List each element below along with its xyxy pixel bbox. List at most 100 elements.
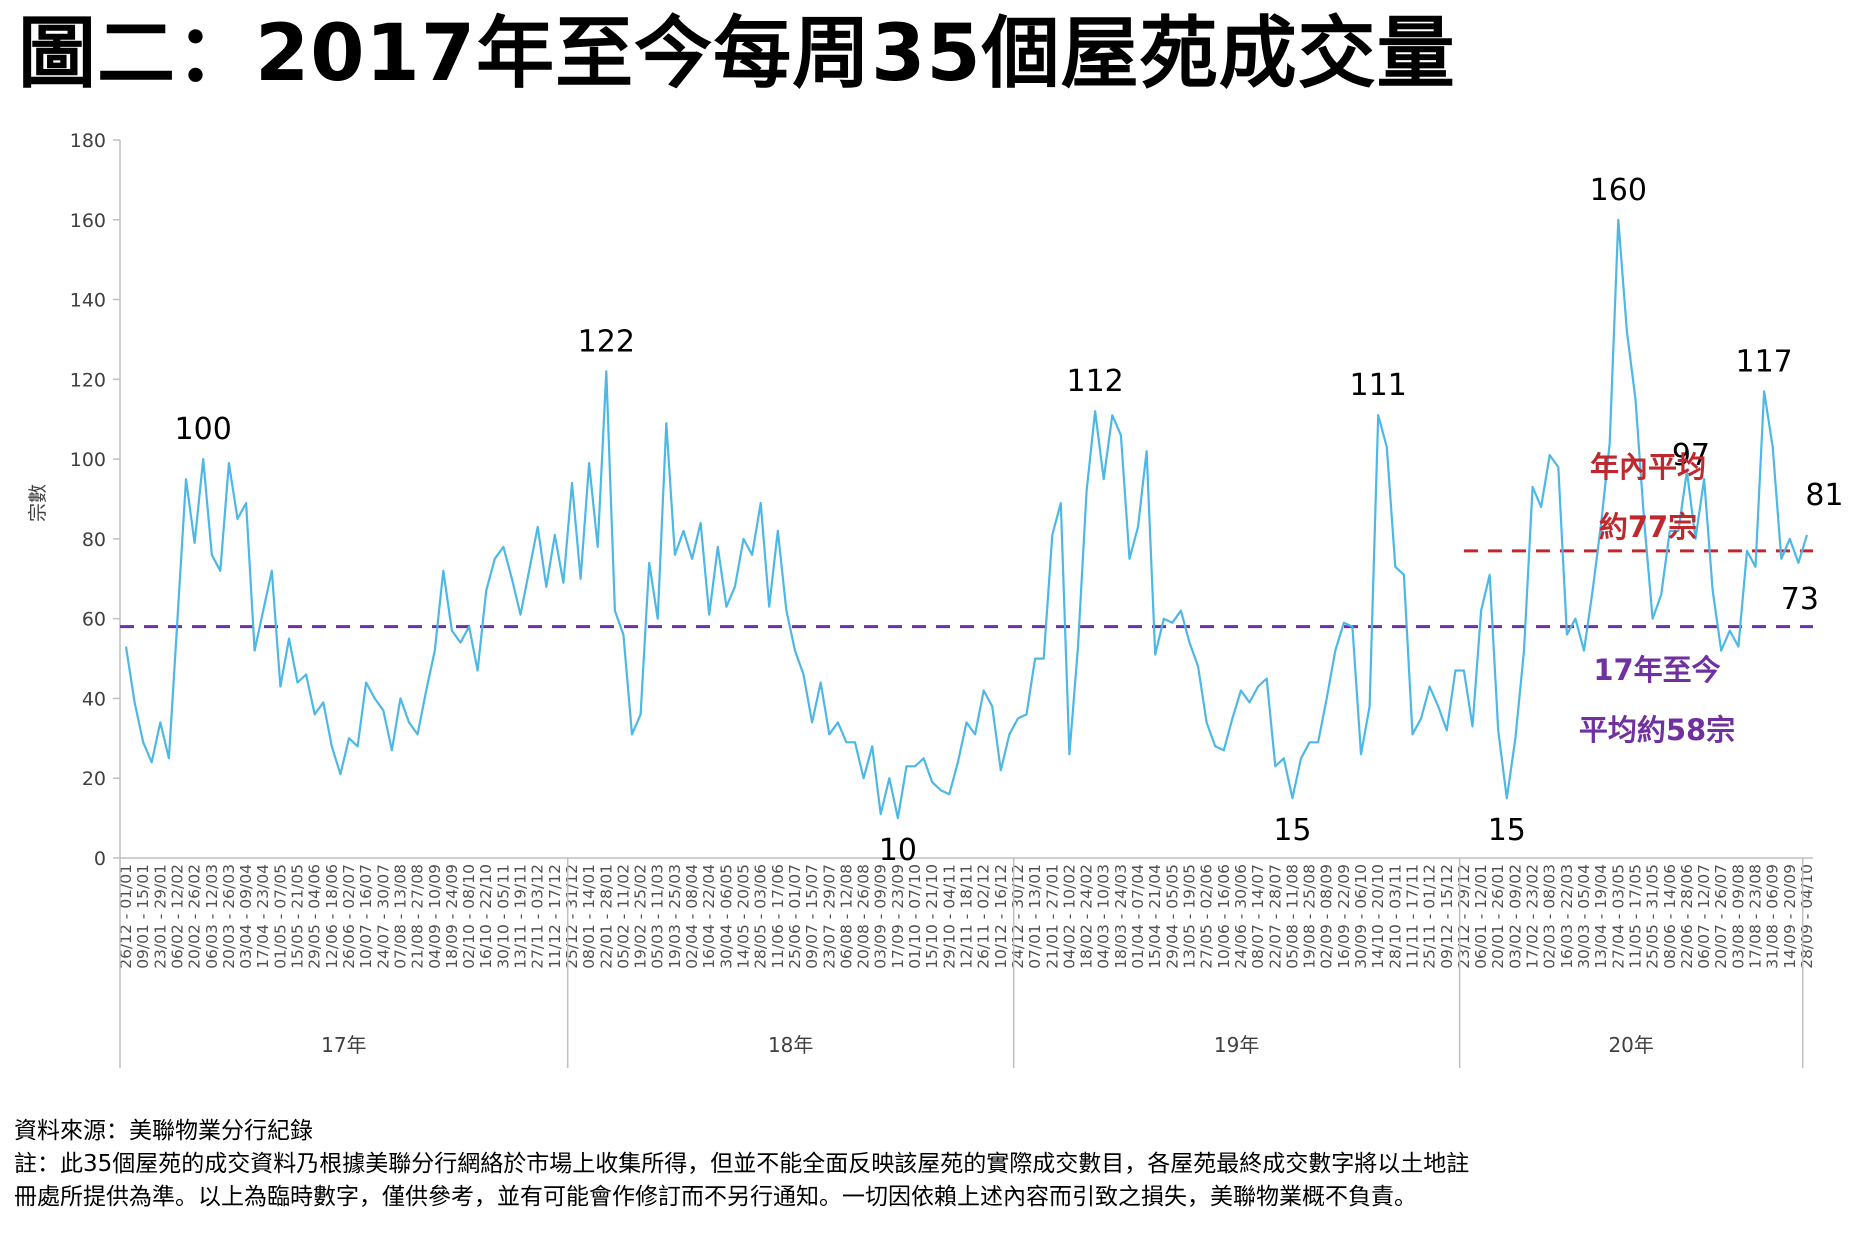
year-group-label: 19年 xyxy=(1214,1033,1259,1057)
x-tick-label: 01/04 - 07/04 xyxy=(1129,864,1147,969)
x-tick-label: 22/01 - 28/01 xyxy=(597,864,615,969)
x-tick-label: 28/05 - 03/06 xyxy=(752,864,770,969)
y-axis-label: 宗數 xyxy=(27,484,49,522)
x-tick-label: 20/02 - 26/02 xyxy=(186,864,204,969)
x-tick-label: 30/09 - 06/10 xyxy=(1352,864,1370,969)
x-tick-label: 20/03 - 26/03 xyxy=(220,864,238,969)
x-tick-label: 06/01 - 12/01 xyxy=(1472,864,1490,969)
y-tick-label: 0 xyxy=(94,848,106,870)
x-tick-label: 14/09 - 20/09 xyxy=(1781,864,1799,969)
x-tick-label: 30/04 - 06/05 xyxy=(717,864,735,969)
x-tick-label: 18/02 - 24/02 xyxy=(1078,864,1096,969)
x-axis: 26/12 - 01/01 09/01 - 15/01 23/01 - 29/01 0… xyxy=(117,857,1816,1068)
x-tick-label: 03/04 - 09/04 xyxy=(237,864,255,969)
peak-annotation: 100 xyxy=(175,412,232,447)
line-chart: 宗數 0 20 40 60 80 100 120 140 160 180 26/12 - 01/0… xyxy=(27,130,1844,1068)
x-tick-label: 26/06 - 02/07 xyxy=(340,864,358,969)
series-line xyxy=(124,218,1809,820)
peak-annotation: 160 xyxy=(1590,173,1647,208)
x-tick-label: 15/10 - 21/10 xyxy=(923,864,941,969)
x-tick-label: 03/08 - 09/08 xyxy=(1729,864,1747,969)
y-tick-label: 60 xyxy=(82,609,106,631)
x-tick-label: 28/10 - 03/11 xyxy=(1386,864,1404,969)
peak-annotations: 100 122 10 112 15 111 15 160 97 117 73 81 xyxy=(175,173,1844,868)
y-tick-label: 40 xyxy=(82,688,106,710)
x-tick-label: 13/05 - 19/05 xyxy=(1180,864,1198,969)
y-tick-label: 80 xyxy=(82,529,106,551)
disclaimer-line-2: 冊處所提供為準。以上為臨時數字，僅供參考，並有可能會作修訂而不另行通知。一切因依… xyxy=(14,1184,1417,1210)
x-tick-label: 22/06 - 28/06 xyxy=(1678,864,1696,969)
x-tick-label: 12/11 - 18/11 xyxy=(958,864,976,969)
x-tick-label: 05/08 - 11/08 xyxy=(1283,864,1301,969)
x-tick-label: 20/01 - 26/01 xyxy=(1489,864,1507,969)
average-label-line-2: 約77宗 xyxy=(1599,510,1697,544)
x-tick-label: 16/10 - 22/10 xyxy=(477,864,495,969)
x-tick-label: 26/11 - 02/12 xyxy=(975,864,993,969)
x-tick-label: 03/09 - 09/09 xyxy=(872,864,890,969)
x-tick-label: 25/11 - 01/12 xyxy=(1421,864,1439,969)
x-tick-label: 02/04 - 08/04 xyxy=(683,864,701,969)
x-tick-label: 23/12 - 29/12 xyxy=(1455,864,1473,969)
x-tick-label: 01/10 - 07/10 xyxy=(906,864,924,969)
x-tick-label: 18/03 - 24/03 xyxy=(1112,864,1130,969)
x-tick-label: 09/01 - 15/01 xyxy=(134,864,152,969)
x-tick-label: 24/06 - 30/06 xyxy=(1232,864,1250,969)
x-tick-label: 11/05 - 17/05 xyxy=(1626,864,1644,969)
x-tick-label: 06/07 - 12/07 xyxy=(1695,864,1713,969)
x-tick-label: 21/01 - 27/01 xyxy=(1043,864,1061,969)
x-tick-label: 13/11 - 19/11 xyxy=(512,864,530,969)
x-tick-label: 22/07 - 28/07 xyxy=(1266,864,1284,969)
y-tick-label: 20 xyxy=(82,768,106,790)
x-tick-label: 02/03 - 08/03 xyxy=(1541,864,1559,969)
x-tick-label: 09/12 - 15/12 xyxy=(1438,864,1456,969)
x-tick-label: 13/04 - 19/04 xyxy=(1592,864,1610,969)
peak-annotation: 122 xyxy=(578,324,635,359)
x-tick-label: 30/10 - 05/11 xyxy=(494,864,512,969)
x-tick-label: 07/01 - 13/01 xyxy=(1026,864,1044,969)
x-tick-label: 04/02 - 10/02 xyxy=(1060,864,1078,969)
x-tick-label: 25/05 - 31/05 xyxy=(1644,864,1662,969)
x-tick-label: 15/04 - 21/04 xyxy=(1146,864,1164,969)
x-tick-label: 11/12 - 17/12 xyxy=(546,864,564,969)
x-tick-label: 04/03 - 10/03 xyxy=(1095,864,1113,969)
x-tick-label: 16/09 - 22/09 xyxy=(1335,864,1353,969)
x-tick-label: 23/07 - 29/07 xyxy=(820,864,838,969)
peak-annotation: 112 xyxy=(1067,364,1124,399)
chart-title: 圖二：2017年至今每周35個屋苑成交量 xyxy=(18,9,1456,99)
x-tick-label: 19/03 - 25/03 xyxy=(666,864,684,969)
peak-annotation: 81 xyxy=(1805,478,1843,513)
peak-annotation: 73 xyxy=(1781,582,1819,617)
x-tick-label: 12/06 - 18/06 xyxy=(323,864,341,969)
x-tick-label: 08/06 - 14/06 xyxy=(1661,864,1679,969)
x-tick-label: 24/12 - 30/12 xyxy=(1009,864,1027,969)
source-note: 資料來源：美聯物業分行紀錄 xyxy=(14,1118,313,1144)
y-tick-label: 180 xyxy=(70,130,106,152)
x-tick-label: 05/02 - 11/02 xyxy=(614,864,632,969)
x-tick-label: 21/08 - 27/08 xyxy=(409,864,427,969)
x-tick-label: 25/06 - 01/07 xyxy=(786,864,804,969)
x-tick-label: 18/09 - 24/09 xyxy=(443,864,461,969)
x-tick-label: 03/02 - 09/02 xyxy=(1506,864,1524,969)
x-tick-label: 28/09 - 04/10 xyxy=(1798,864,1816,969)
x-tick-label: 11/11 - 17/11 xyxy=(1403,864,1421,969)
x-tick-label: 27/05 - 02/06 xyxy=(1198,864,1216,969)
x-tick-label: 16/03 - 22/03 xyxy=(1558,864,1576,969)
average-label-line-1: 17年至今 xyxy=(1593,653,1720,687)
x-tick-label: 24/07 - 30/07 xyxy=(374,864,392,969)
average-label-line-1: 年內平均 xyxy=(1590,450,1706,484)
x-tick-label: 11/06 - 17/06 xyxy=(769,864,787,969)
x-tick-label: 01/05 - 07/05 xyxy=(271,864,289,969)
x-tick-label: 20/07 - 26/07 xyxy=(1712,864,1730,969)
x-tick-label: 15/05 - 21/05 xyxy=(289,864,307,969)
x-tick-label: 06/02 - 12/02 xyxy=(168,864,186,969)
x-tick-label: 10/06 - 16/06 xyxy=(1215,864,1233,969)
y-tick-label: 120 xyxy=(70,369,106,391)
footer-notes: 資料來源：美聯物業分行紀錄 註：此35個屋苑的成交資料乃根據美聯分行網絡於市場上… xyxy=(14,1115,1854,1214)
x-tick-label: 09/07 - 15/07 xyxy=(803,864,821,969)
x-tick-label: 14/05 - 20/05 xyxy=(735,864,753,969)
x-tick-label: 17/02 - 23/02 xyxy=(1524,864,1542,969)
x-tick-label: 19/08 - 25/08 xyxy=(1301,864,1319,969)
x-tick-label: 29/05 - 04/06 xyxy=(306,864,324,969)
x-tick-label: 26/12 - 01/01 xyxy=(117,864,135,969)
